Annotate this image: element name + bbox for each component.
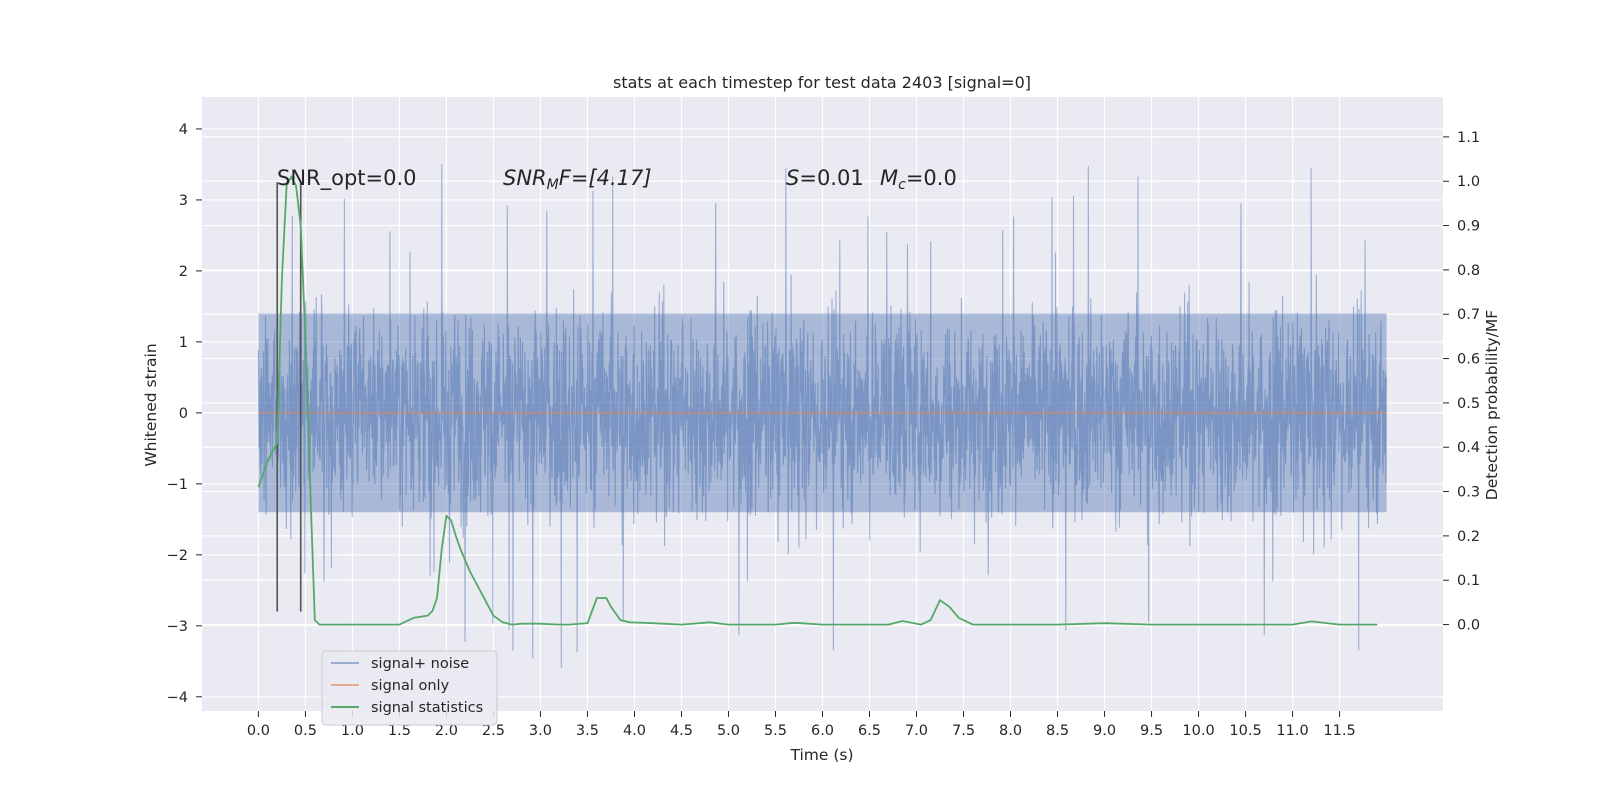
- y-right-tick-label: 0.6: [1457, 352, 1480, 368]
- y-right-tick-label: 0.0: [1457, 618, 1480, 634]
- chart-title: stats at each timestep for test data 240…: [613, 73, 1031, 92]
- y-right-tick-label: 0.7: [1457, 307, 1480, 323]
- y-left-tick-label: 3: [179, 193, 188, 209]
- event-markers: [276, 182, 302, 612]
- x-tick-label: 9.0: [1093, 723, 1116, 739]
- x-tick-label: 2.5: [482, 723, 505, 739]
- series-signal-statistics: [257, 174, 1378, 626]
- x-tick-label: 4.5: [670, 723, 693, 739]
- x-tick-label: 3.5: [576, 723, 599, 739]
- y-right-tick-label: 0.9: [1457, 219, 1480, 235]
- y-right-tick-label: 0.1: [1457, 573, 1480, 589]
- y-left-tick-label: −2: [167, 548, 188, 564]
- y-left-tick-label: 2: [179, 264, 188, 280]
- y-axis-right-ticks: 1.1 1.0 0.9 0.8 0.7 0.6 0.5 0.4 0.3 0.2 0.1 0.0: [1443, 130, 1480, 634]
- annotation-mc: Mc=0.0: [880, 166, 957, 193]
- x-axis-label: Time (s): [789, 746, 853, 764]
- signal-plus-noise-line: [257, 164, 1388, 668]
- x-tick-label: 7.0: [905, 723, 928, 739]
- y-left-tick-label: −3: [167, 619, 188, 635]
- y-left-tick-label: 4: [179, 122, 188, 138]
- legend-label-signal-plus-noise: signal+ noise: [371, 656, 469, 672]
- x-tick-label: 9.5: [1140, 723, 1163, 739]
- annotation-snr-mf: SNRMF=[4.17]: [503, 166, 652, 193]
- y-right-tick-label: 0.4: [1457, 440, 1480, 456]
- x-tick-label: 7.5: [952, 723, 975, 739]
- x-tick-label: 3.0: [529, 723, 552, 739]
- legend-label-signal-statistics: signal statistics: [371, 700, 483, 716]
- x-tick-label: 5.0: [717, 723, 740, 739]
- y-right-tick-label: 1.0: [1457, 174, 1480, 190]
- x-tick-label: 8.0: [999, 723, 1022, 739]
- y-left-tick-label: −1: [167, 477, 188, 493]
- y-right-tick-label: 0.5: [1457, 396, 1480, 412]
- x-tick-label: 6.0: [811, 723, 834, 739]
- y-axis-left-ticks: 4 3 2 1 0 −1 −2 −3 −4: [167, 122, 202, 706]
- x-tick-label: 11.0: [1276, 723, 1308, 739]
- x-tick-label: 2.0: [435, 723, 458, 739]
- y-right-tick-label: 0.8: [1457, 263, 1480, 279]
- annotation-snr-opt: SNR_opt=0.0: [277, 166, 417, 191]
- x-tick-label: 1.0: [341, 723, 364, 739]
- y-axis-left-label: Whitened strain: [142, 343, 160, 466]
- y-left-tick-label: 0: [179, 406, 188, 422]
- y-left-tick-label: 1: [179, 335, 188, 351]
- signal-statistics-line: [257, 174, 1378, 626]
- x-tick-label: 10.5: [1229, 723, 1261, 739]
- x-tick-label: 5.5: [764, 723, 787, 739]
- y-axis-right-label: Detection probability/MF: [1483, 310, 1501, 501]
- x-tick-label: 4.0: [623, 723, 646, 739]
- x-tick-label: 0.0: [247, 723, 270, 739]
- y-right-tick-label: 1.1: [1457, 130, 1480, 146]
- y-left-tick-label: −4: [167, 690, 188, 706]
- x-tick-label: 1.5: [388, 723, 411, 739]
- y-right-tick-label: 0.3: [1457, 485, 1480, 501]
- x-tick-label: 6.5: [858, 723, 881, 739]
- x-axis-ticks: 0.0 0.5 1.0 1.5 2.0 2.5 3.0 3.5 4.0 4.5 5.0 5.5 6.0 6…: [247, 711, 1356, 739]
- x-tick-label: 10.0: [1182, 723, 1214, 739]
- x-tick-label: 8.5: [1046, 723, 1069, 739]
- legend: signal+ noise signal only signal statist…: [321, 650, 498, 726]
- y-right-tick-label: 0.2: [1457, 529, 1480, 545]
- x-tick-label: 11.5: [1323, 723, 1355, 739]
- legend-label-signal-only: signal only: [371, 678, 450, 694]
- annotation-s: S=0.01: [786, 166, 864, 190]
- x-tick-label: 0.5: [294, 723, 317, 739]
- legend-box: [321, 650, 498, 726]
